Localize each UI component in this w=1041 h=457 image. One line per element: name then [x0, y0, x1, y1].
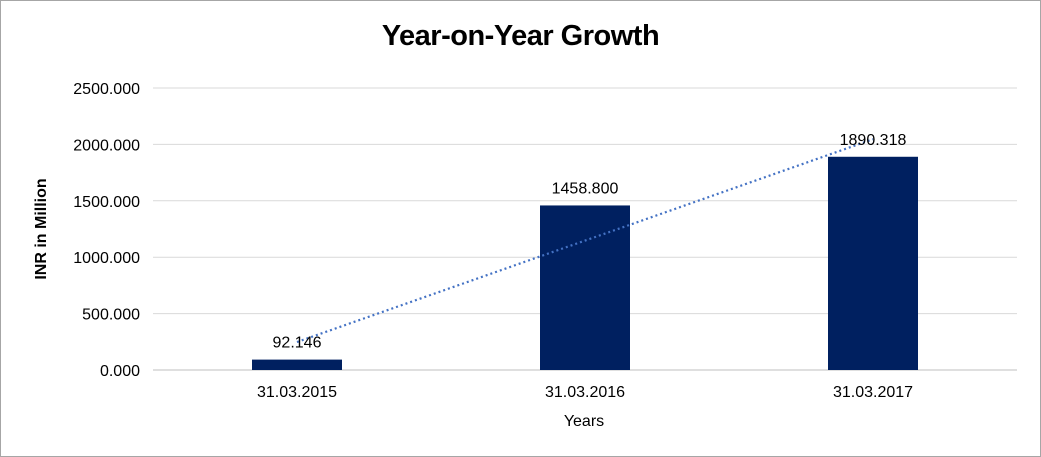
y-axis-ticks: 0.000 500.000 1000.000 1500.000 2000.000 2500…: [73, 81, 140, 380]
chart-title: Year-on-Year Growth: [381, 20, 660, 52]
bar: [252, 359, 342, 370]
y-tick-label: 1000.000: [73, 250, 140, 267]
trendline: [296, 138, 874, 344]
x-axis-title: Years: [564, 413, 604, 430]
trendline-path: [296, 138, 874, 344]
y-tick-label: 2000.000: [73, 137, 140, 154]
data-label: 1890.318: [840, 132, 907, 149]
x-axis-ticks: 31.03.2015 31.03.2016 31.03.2017: [257, 384, 913, 401]
x-tick-label: 31.03.2015: [257, 384, 337, 401]
data-label: 1458.800: [552, 180, 619, 197]
y-tick-label: 2500.000: [73, 81, 140, 98]
bar: [540, 205, 630, 370]
x-tick-label: 31.03.2017: [833, 384, 913, 401]
y-axis-title: INR in Million: [33, 178, 50, 279]
data-label: 92.146: [273, 335, 322, 352]
y-tick-label: 500.000: [82, 307, 140, 324]
bar: [828, 156, 918, 370]
x-tick-label: 31.03.2016: [545, 384, 625, 401]
bars: [252, 156, 918, 370]
y-tick-label: 1500.000: [73, 194, 140, 211]
data-labels: 92.146 1458.800 1890.318: [273, 132, 907, 352]
y-tick-label: 0.000: [100, 363, 140, 380]
